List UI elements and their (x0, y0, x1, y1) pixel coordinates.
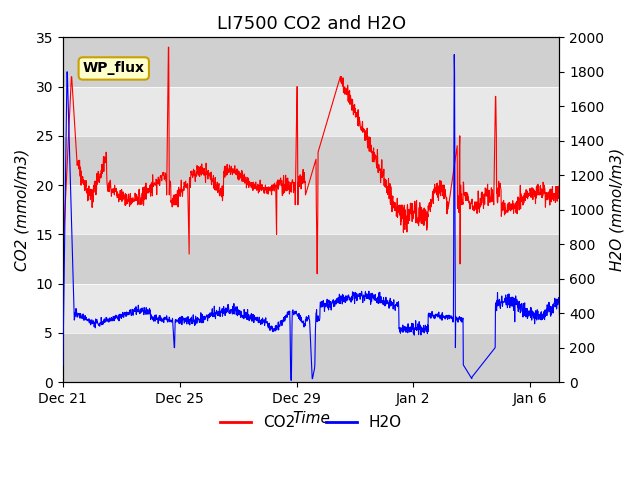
Legend: CO2, H2O: CO2, H2O (214, 409, 408, 436)
Bar (63, 333, 559, 382)
Text: WP_flux: WP_flux (83, 61, 145, 75)
Y-axis label: CO2 (mmol/m3): CO2 (mmol/m3) (15, 148, 30, 271)
Y-axis label: H2O (mmol/m3): H2O (mmol/m3) (610, 148, 625, 271)
Bar (63, 234, 559, 284)
Title: LI7500 CO2 and H2O: LI7500 CO2 and H2O (216, 15, 406, 33)
X-axis label: Time: Time (292, 411, 330, 426)
Bar (63, 136, 559, 185)
Bar (63, 37, 559, 86)
